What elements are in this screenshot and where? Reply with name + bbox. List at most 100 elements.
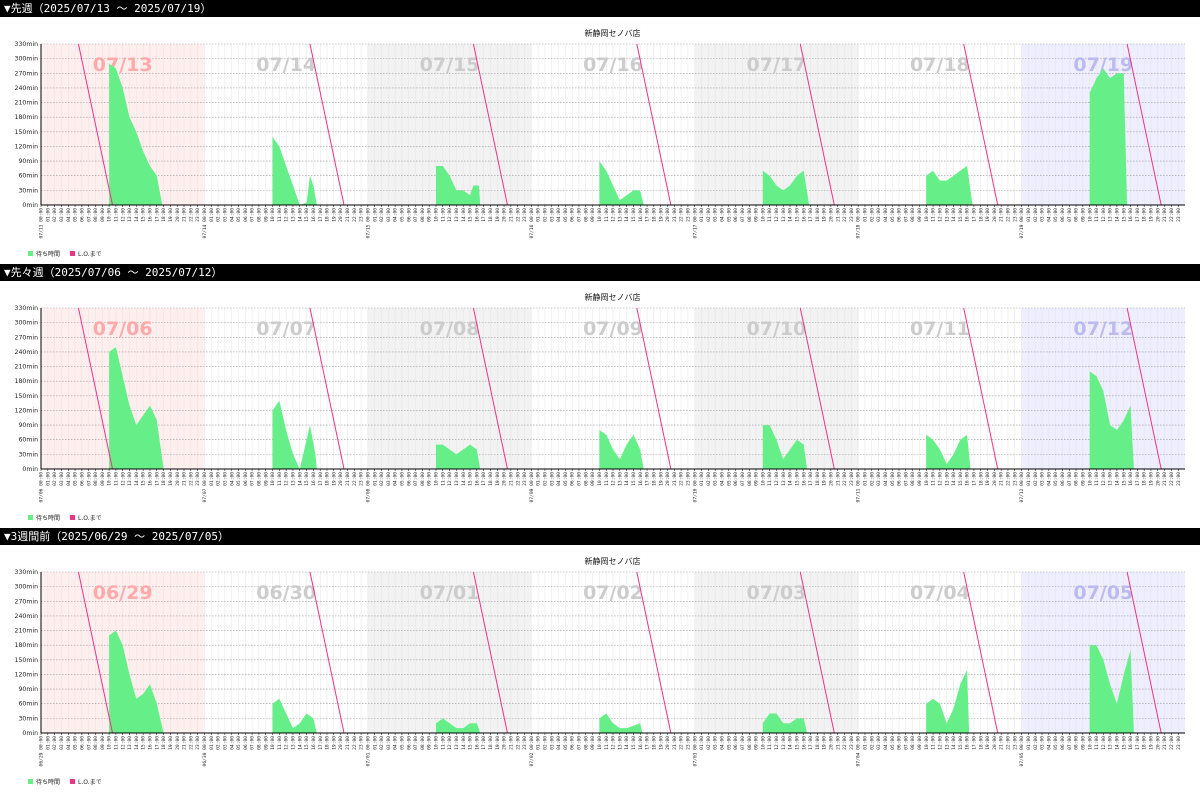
x-tick-label: 03:00 <box>1040 736 1046 750</box>
x-tick-label: 13:00 <box>127 736 133 750</box>
x-tick-label: 18:00 <box>488 208 494 222</box>
x-tick-label: 19:00 <box>822 208 828 222</box>
x-tick-label: 07/18 00:00 <box>856 208 862 239</box>
x-tick-label: 17:00 <box>808 472 814 486</box>
x-tick-label: 08:00 <box>420 472 426 486</box>
legend-lo-label: L.O.まで <box>78 251 102 258</box>
x-tick-label: 17:00 <box>481 208 487 222</box>
x-tick-label: 17:00 <box>154 736 160 750</box>
x-tick-label: 13:00 <box>454 208 460 222</box>
x-tick-label: 13:00 <box>944 472 950 486</box>
day-label: 07/02 <box>583 582 643 604</box>
x-tick-label: 14:00 <box>624 472 630 486</box>
x-tick-label: 12:00 <box>937 472 943 486</box>
x-tick-label: 01:00 <box>536 472 542 486</box>
x-tick-label: 13:00 <box>1108 208 1114 222</box>
y-tick-label: 60min <box>18 701 38 708</box>
x-tick-label: 05:00 <box>236 472 242 486</box>
x-tick-label: 15:00 <box>631 208 637 222</box>
x-tick-label: 02:00 <box>379 472 385 486</box>
x-tick-label: 15:00 <box>468 208 474 222</box>
x-tick-label: 22:00 <box>679 472 685 486</box>
x-tick-label: 16:00 <box>638 472 644 486</box>
x-tick-label: 22:00 <box>679 208 685 222</box>
day-label: 07/15 <box>420 54 480 76</box>
legend-lo: L.O.まで <box>70 513 102 522</box>
x-tick-label: 08:00 <box>747 472 753 486</box>
y-tick-label: 270min <box>15 70 39 77</box>
x-tick-label: 17:00 <box>808 736 814 750</box>
x-tick-label: 10:00 <box>1087 472 1093 486</box>
x-tick-label: 09:00 <box>1080 472 1086 486</box>
x-tick-label: 09:00 <box>100 472 106 486</box>
x-tick-label: 02:00 <box>52 208 58 222</box>
x-tick-label: 20:00 <box>502 472 508 486</box>
x-tick-label: 21:00 <box>508 736 514 750</box>
day-label: 07/14 <box>256 54 316 76</box>
x-tick-label: 08:00 <box>420 208 426 222</box>
x-tick-label: 18:00 <box>325 472 331 486</box>
x-tick-label: 02:00 <box>706 472 712 486</box>
x-tick-label: 23:00 <box>195 472 201 486</box>
x-tick-label: 06:00 <box>406 472 412 486</box>
x-tick-label: 15:00 <box>794 472 800 486</box>
x-tick-label: 19:00 <box>822 736 828 750</box>
x-tick-label: 08:00 <box>583 208 589 222</box>
x-tick-label: 21:00 <box>835 208 841 222</box>
x-tick-label: 07:00 <box>740 208 746 222</box>
x-tick-label: 16:00 <box>1128 472 1134 486</box>
x-tick-label: 10:00 <box>760 208 766 222</box>
x-tick-label: 11:00 <box>277 208 283 222</box>
lo-line <box>309 307 345 470</box>
x-tick-label: 08:00 <box>910 208 916 222</box>
y-tick-label: 120min <box>15 143 39 150</box>
wait-area <box>436 444 481 469</box>
section-header: ▼3週間前（2025/06/29 ～ 2025/07/05） <box>0 528 1200 545</box>
x-tick-label: 16:00 <box>311 736 317 750</box>
x-tick-label: 14:00 <box>788 208 794 222</box>
x-tick-label: 23:00 <box>522 472 528 486</box>
wait-area <box>1089 371 1134 469</box>
x-tick-label: 02:00 <box>1033 736 1039 750</box>
x-tick-label: 05:00 <box>726 208 732 222</box>
legend: 待ち時間 L.O.まで <box>28 249 102 258</box>
x-tick-label: 16:00 <box>311 208 317 222</box>
legend: 待ち時間 L.O.まで <box>28 777 102 786</box>
x-tick-label: 16:00 <box>148 208 154 222</box>
x-tick-label: 05:00 <box>236 736 242 750</box>
x-tick-label: 12:00 <box>937 208 943 222</box>
x-tick-label: 18:00 <box>978 208 984 222</box>
x-tick-label: 01:00 <box>45 208 51 222</box>
x-tick-label: 18:00 <box>978 472 984 486</box>
x-tick-label: 09:00 <box>754 208 760 222</box>
x-tick-label: 07/01 00:00 <box>365 736 371 767</box>
x-tick-label: 21:00 <box>345 736 351 750</box>
x-tick-label: 07:00 <box>1067 736 1073 750</box>
x-tick-label: 06:00 <box>406 736 412 750</box>
section-header: ▼先々週（2025/07/06 ～ 2025/07/12） <box>0 264 1200 281</box>
section-three-weeks-ago: ▼3週間前（2025/06/29 ～ 2025/07/05） 新静岡セノバ店 0… <box>0 528 1200 792</box>
x-tick-label: 14:00 <box>951 208 957 222</box>
x-tick-label: 06:00 <box>733 736 739 750</box>
wait-area <box>109 347 164 469</box>
legend-lo-label: L.O.まで <box>78 515 102 522</box>
x-tick-label: 17:00 <box>808 208 814 222</box>
x-tick-label: 06:00 <box>897 208 903 222</box>
x-tick-label: 22:00 <box>1169 208 1175 222</box>
x-tick-label: 08:00 <box>747 736 753 750</box>
x-tick-label: 23:00 <box>1176 208 1182 222</box>
x-tick-label: 15:00 <box>794 736 800 750</box>
x-tick-label: 17:00 <box>1135 208 1141 222</box>
day-label: 07/03 <box>747 582 807 604</box>
x-tick-label: 01:00 <box>372 472 378 486</box>
x-tick-label: 12:00 <box>1101 208 1107 222</box>
chart-title: 新静岡セノバ店 <box>584 557 641 566</box>
lo-line <box>636 43 672 206</box>
x-tick-label: 17:00 <box>972 736 978 750</box>
x-tick-label: 13:00 <box>127 208 133 222</box>
x-tick-label: 10:00 <box>270 208 276 222</box>
x-tick-label: 05:00 <box>400 736 406 750</box>
x-tick-label: 20:00 <box>665 208 671 222</box>
legend-wait-label: 待ち時間 <box>36 251 61 258</box>
x-tick-label: 17:00 <box>154 472 160 486</box>
